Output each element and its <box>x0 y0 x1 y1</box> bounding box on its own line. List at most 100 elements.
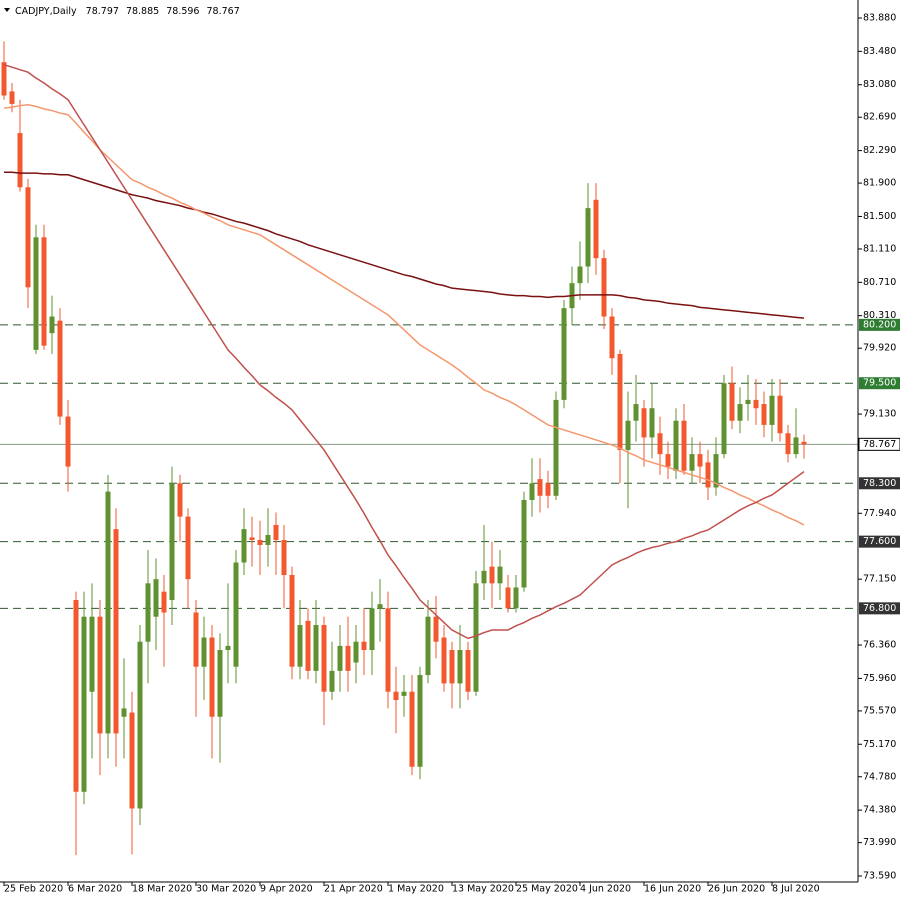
candle-body <box>513 587 519 609</box>
candle-body <box>217 650 223 717</box>
x-tick-label: 9 Apr 2020 <box>260 884 313 895</box>
candle-body <box>785 433 791 455</box>
x-tick-label: 18 Mar 2020 <box>132 884 192 895</box>
level-label: 80.200 <box>863 319 896 330</box>
close-value: 78.767 <box>207 6 240 17</box>
y-tick-label: 74.380 <box>863 805 896 816</box>
level-label: 76.800 <box>863 603 896 614</box>
candle-body <box>649 408 655 438</box>
candle-body <box>393 691 399 701</box>
candle-body <box>489 566 495 584</box>
candle-body <box>121 708 127 717</box>
candle-body <box>729 383 735 421</box>
candle-body <box>193 612 199 667</box>
y-tick-label: 79.920 <box>863 343 896 354</box>
candle-body <box>713 454 719 488</box>
y-tick-label: 81.500 <box>863 211 896 222</box>
level-label: 78.300 <box>863 478 896 489</box>
candle-body <box>505 587 511 609</box>
menu-arrow[interactable] <box>4 8 10 12</box>
candle-body <box>369 608 375 651</box>
candle-body <box>289 574 295 667</box>
candle-body <box>545 483 551 496</box>
candle-body <box>657 433 663 455</box>
candle-body <box>113 529 119 734</box>
candle-body <box>793 437 799 455</box>
y-tick-label: 82.690 <box>863 112 896 123</box>
candle-body <box>233 562 239 667</box>
level-label: 79.500 <box>863 378 896 389</box>
candle-body <box>497 566 503 584</box>
candle-body <box>161 591 167 613</box>
y-tick-label: 73.590 <box>863 870 896 881</box>
candle-body <box>241 529 247 563</box>
y-tick-label: 77.150 <box>863 574 896 585</box>
x-tick-label: 16 Jun 2020 <box>644 884 701 895</box>
open-value: 78.797 <box>86 6 119 17</box>
moving-average <box>4 171 805 319</box>
candle-body <box>553 399 559 496</box>
candle-body <box>601 258 607 317</box>
y-tick-label: 81.110 <box>863 243 896 254</box>
chart-header: CADJPY,Daily 78.797 78.885 78.596 78.767 <box>15 6 240 17</box>
candle-body <box>529 483 535 500</box>
candle-body <box>745 399 751 405</box>
level-label-box <box>859 602 900 615</box>
candle-body <box>169 483 175 601</box>
candle-body <box>41 237 47 346</box>
candle-body <box>409 691 415 767</box>
candle-body <box>481 570 487 584</box>
candle-body <box>201 637 207 667</box>
candle-body <box>433 616 439 642</box>
candle-body <box>153 579 159 617</box>
price-label: 78.767 <box>863 439 896 450</box>
candle-body <box>537 479 543 496</box>
candle-body <box>177 483 183 517</box>
candle-body <box>425 616 431 676</box>
candle-body <box>1 62 7 96</box>
candle-body <box>73 600 79 792</box>
level-label-box <box>859 477 900 490</box>
candle-body <box>265 534 271 545</box>
candle-body <box>577 266 583 284</box>
candle-body <box>401 691 407 696</box>
low-value: 78.596 <box>166 6 199 17</box>
candle-body <box>97 616 103 734</box>
candle-body <box>617 354 623 450</box>
candle-body <box>521 499 527 588</box>
candle-body <box>697 454 703 467</box>
candle-body <box>737 404 743 421</box>
candle-body <box>89 616 95 692</box>
candle-body <box>105 491 111 734</box>
candle-body <box>145 583 151 642</box>
x-tick-label: 26 Jun 2020 <box>708 884 765 895</box>
candle-body <box>257 539 263 545</box>
x-tick-label: 4 Jun 2020 <box>580 884 631 895</box>
candle-body <box>57 320 63 417</box>
candle-body <box>585 208 591 267</box>
candle-body <box>25 187 31 288</box>
candle-body <box>753 399 759 409</box>
candle-body <box>297 625 303 667</box>
candle-body <box>633 404 639 421</box>
y-tick-label: 83.480 <box>863 46 896 57</box>
candle-body <box>465 650 471 692</box>
candle-body <box>65 416 71 467</box>
candle-body <box>33 237 39 350</box>
candle-body <box>361 641 367 651</box>
candle-body <box>561 308 567 400</box>
candle-body <box>449 650 455 684</box>
candle-body <box>385 608 391 692</box>
candle-body <box>329 670 335 692</box>
candle-body <box>9 91 15 104</box>
level-label-box <box>859 377 900 390</box>
candle-body <box>185 516 191 580</box>
candle-body <box>305 620 311 671</box>
high-value: 78.885 <box>126 6 159 17</box>
candle-body <box>761 404 767 425</box>
candle-body <box>129 712 135 809</box>
candle-body <box>673 420 679 471</box>
candle-body <box>417 675 423 767</box>
candle-body <box>377 604 383 609</box>
